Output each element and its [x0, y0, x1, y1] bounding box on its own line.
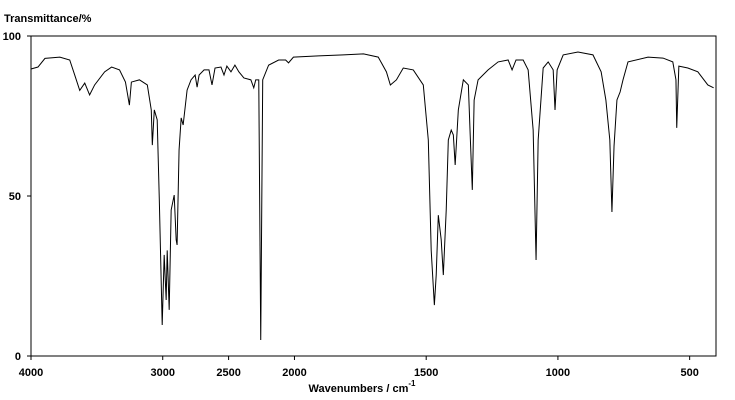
spectrum-line — [30, 51, 714, 341]
x-tick-label: 3000 — [150, 367, 174, 379]
x-axis-label: Wavenumbers / cm-1 — [309, 379, 417, 395]
x-tick-label: 1500 — [414, 367, 438, 379]
y-tick-label: 100 — [3, 31, 21, 43]
x-tick-label: 500 — [680, 367, 698, 379]
x-tick-label: 2500 — [216, 367, 240, 379]
y-axis-label: Transmittance/% — [4, 13, 92, 25]
x-axis-label-text: Wavenumbers / cm — [309, 383, 409, 395]
x-tick-label: 4000 — [19, 367, 43, 379]
y-tick-label: 0 — [15, 351, 21, 363]
y-tick-label: 50 — [9, 191, 21, 203]
x-axis-label-sup: -1 — [408, 379, 416, 388]
x-tick-label: 2000 — [282, 367, 306, 379]
x-tick-label: 1000 — [546, 367, 570, 379]
